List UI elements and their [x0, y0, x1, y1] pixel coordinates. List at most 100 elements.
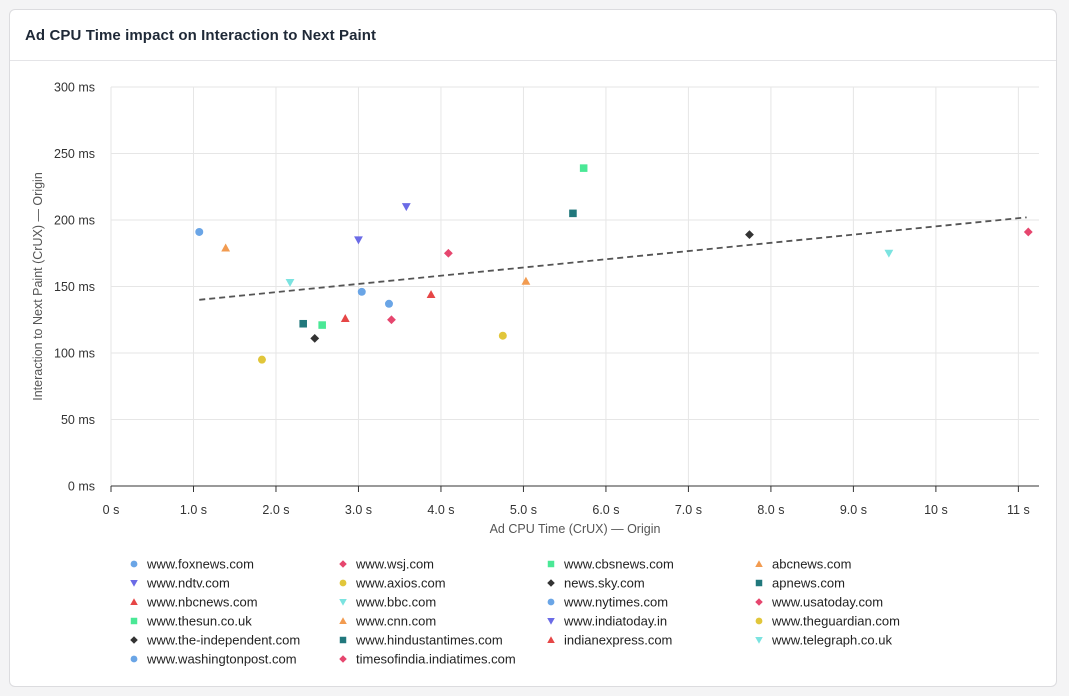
legend-label: www.wsj.com	[355, 557, 434, 572]
legend-label: www.washingtonpost.com	[146, 652, 297, 667]
y-tick-label: 150 ms	[54, 280, 95, 294]
legend-item[interactable]: www.washingtonpost.com	[130, 652, 297, 667]
legend-label: apnews.com	[772, 576, 845, 591]
y-tick-label: 100 ms	[54, 347, 95, 361]
data-point	[357, 287, 366, 296]
legend-item[interactable]: www.the-independent.com	[130, 633, 300, 648]
x-tick-label: 2.0 s	[262, 503, 289, 517]
legend-item[interactable]: www.foxnews.com	[130, 557, 254, 572]
legend-label: www.nbcnews.com	[146, 595, 258, 610]
legend-label: indianexpress.com	[564, 633, 672, 648]
x-tick-label: 8.0 s	[757, 503, 784, 517]
x-tick-label: 5.0 s	[510, 503, 537, 517]
legend-item[interactable]: www.thesun.co.uk	[130, 614, 253, 629]
legend-item[interactable]: www.cnn.com	[339, 614, 436, 629]
legend-marker	[339, 655, 347, 663]
legend-item[interactable]: www.axios.com	[339, 576, 446, 591]
x-tick-label: 7.0 s	[675, 503, 702, 517]
legend-label: www.theguardian.com	[771, 614, 900, 629]
data-point	[285, 278, 295, 287]
legend-item[interactable]: apnews.com	[755, 576, 845, 591]
legend-item[interactable]: www.usatoday.com	[755, 595, 883, 610]
x-tick-label: 6.0 s	[592, 503, 619, 517]
legend-marker	[547, 579, 555, 587]
legend-marker	[130, 579, 138, 587]
x-tick-label: 11 s	[1007, 503, 1030, 517]
data-point	[521, 276, 531, 285]
legend-item[interactable]: indianexpress.com	[547, 633, 672, 648]
data-point	[221, 243, 231, 252]
legend-label: www.indiatoday.in	[563, 614, 667, 629]
y-tick-label: 0 ms	[68, 480, 95, 494]
data-point	[745, 230, 754, 240]
legend-item[interactable]: www.ndtv.com	[130, 576, 230, 591]
y-tick-label: 250 ms	[54, 147, 95, 161]
legend-marker	[130, 598, 138, 606]
trendline	[199, 216, 1027, 301]
legend-item[interactable]: www.nbcnews.com	[130, 595, 258, 610]
legend-marker	[755, 598, 763, 606]
card-title: Ad CPU Time impact on Interaction to Nex…	[25, 27, 377, 44]
data-points	[195, 164, 1033, 364]
legend-item[interactable]: www.theguardian.com	[755, 614, 900, 629]
legend-item[interactable]: www.nytimes.com	[547, 595, 668, 610]
legend-marker	[547, 636, 555, 644]
x-axis-title: Ad CPU Time (CrUX) — Origin	[490, 522, 661, 536]
y-axis-title: Interaction to Next Paint (CrUX) — Origi…	[31, 172, 45, 401]
legend-item[interactable]: www.hindustantimes.com	[339, 633, 503, 648]
legend-marker	[755, 560, 763, 568]
data-point	[354, 236, 363, 245]
legend-label: www.hindustantimes.com	[355, 633, 503, 648]
legend-label: www.ndtv.com	[146, 576, 230, 591]
legend-marker	[755, 579, 763, 587]
legend-marker	[130, 617, 138, 625]
legend-marker	[547, 617, 555, 625]
legend-item[interactable]: www.cbsnews.com	[547, 557, 674, 572]
y-tick-label: 300 ms	[54, 81, 95, 95]
legend-item[interactable]: timesofindia.indiatimes.com	[339, 652, 516, 667]
grid	[110, 86, 1039, 486]
legend-label: www.usatoday.com	[771, 595, 883, 610]
legend-marker	[547, 560, 555, 568]
legend-label: www.bbc.com	[355, 595, 436, 610]
legend-marker	[339, 598, 347, 606]
legend-item[interactable]: www.indiatoday.in	[547, 614, 667, 629]
legend-marker	[755, 617, 763, 625]
legend-item[interactable]: news.sky.com	[547, 576, 645, 591]
legend-item[interactable]: www.wsj.com	[339, 557, 434, 572]
legend-item[interactable]: www.telegraph.co.uk	[755, 633, 892, 648]
legend-marker	[130, 636, 138, 644]
legend-label: www.thesun.co.uk	[146, 614, 252, 629]
data-point	[569, 209, 577, 218]
data-point	[401, 203, 411, 212]
legend-item[interactable]: abcnews.com	[755, 557, 851, 572]
data-point	[195, 227, 204, 236]
data-point	[579, 164, 588, 172]
data-point	[884, 249, 894, 258]
trendline-layer	[199, 216, 1027, 301]
legend-label: www.nytimes.com	[563, 595, 668, 610]
data-point	[318, 321, 326, 329]
legend-label: timesofindia.indiatimes.com	[356, 652, 516, 667]
data-point	[299, 319, 307, 328]
legend-label: www.axios.com	[355, 576, 446, 591]
legend-marker	[755, 636, 763, 644]
data-point	[310, 333, 320, 343]
card-header: Ad CPU Time impact on Interaction to Nex…	[10, 10, 1056, 61]
legend-marker	[339, 560, 347, 568]
legend-item[interactable]: www.bbc.com	[339, 595, 436, 610]
legend-marker	[339, 617, 347, 625]
legend-marker	[339, 636, 347, 644]
legend-label: www.telegraph.co.uk	[771, 633, 892, 648]
legend-label: www.cbsnews.com	[563, 557, 674, 572]
data-point	[384, 299, 393, 308]
legend-label: news.sky.com	[564, 576, 645, 591]
legend-label: www.cnn.com	[355, 614, 436, 629]
legend-marker	[130, 655, 138, 663]
legend-label: www.foxnews.com	[146, 557, 254, 572]
chart-card: Ad CPU Time impact on Interaction to Nex…	[9, 9, 1057, 687]
y-tick-label: 50 ms	[61, 413, 95, 427]
data-point	[340, 314, 350, 322]
legend: www.foxnews.com www.wsj.com www.cbsnews.co…	[130, 557, 900, 667]
